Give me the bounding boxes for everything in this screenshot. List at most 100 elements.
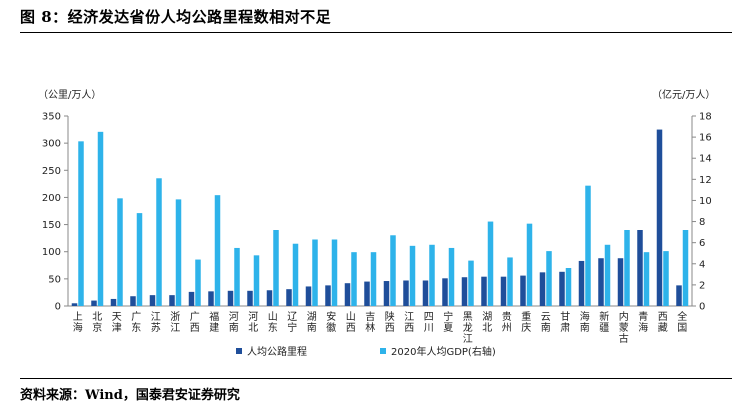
legend-swatch-series1: [236, 348, 242, 354]
bar-series2: [487, 221, 494, 306]
category-label: 陕西: [385, 310, 395, 334]
bar-series2: [195, 259, 201, 306]
category-label: 吉林: [365, 311, 375, 334]
source-note: 资料来源：Wind，国泰君安证券研究: [20, 388, 240, 403]
y-left-tick-label: 0: [55, 302, 61, 313]
bar-series2: [526, 223, 533, 306]
bar-series1: [422, 280, 429, 306]
category-label: 新疆: [599, 310, 609, 334]
category-label: 海南: [580, 310, 590, 334]
category-label: 内蒙古: [619, 310, 629, 345]
bar-series2: [565, 268, 572, 306]
category-label: 浙江: [170, 311, 180, 334]
bar-series2: [507, 257, 513, 306]
bar-series1: [208, 291, 214, 306]
bar-series2: [409, 245, 416, 306]
y-right-unit: （亿元/万人）: [652, 88, 715, 101]
bar-series2: [234, 247, 240, 306]
bar-series1: [149, 295, 156, 306]
bar-series1: [461, 277, 468, 306]
bar-series1: [442, 278, 448, 306]
bar-series2: [156, 178, 162, 306]
bar-series2: [682, 230, 689, 306]
bar-series1: [637, 230, 643, 306]
y-left-tick-label: 50: [48, 274, 61, 285]
y-left-tick-label: 200: [42, 193, 61, 204]
bar-series1: [364, 281, 370, 306]
bar-series1: [481, 276, 487, 306]
source-rule: [20, 378, 732, 379]
y-right-tick-label: 12: [699, 175, 712, 186]
legend-label-series2: 2020年人均GDP(右轴): [391, 345, 496, 358]
bar-series1: [110, 298, 117, 306]
bar-series1: [598, 258, 604, 306]
category-label: 江苏: [151, 311, 161, 334]
y-left-tick-label: 250: [42, 166, 61, 177]
y-right-tick-label: 0: [699, 302, 705, 313]
legend-swatch-series2: [380, 348, 386, 354]
category-label: 甘肃: [560, 310, 570, 334]
category-label: 云南: [541, 312, 551, 334]
bar-series2: [663, 251, 669, 306]
bar-series1: [188, 291, 195, 306]
bar-series2: [585, 185, 591, 306]
bar-series2: [78, 141, 84, 306]
category-label: 河北: [248, 311, 258, 334]
bar-series1: [559, 271, 565, 306]
category-label: 青海: [638, 310, 648, 334]
bar-series1: [71, 303, 78, 306]
bar-series2: [97, 131, 104, 306]
y-right-tick-label: 14: [699, 154, 712, 165]
bar-series1: [500, 276, 507, 306]
bars: [71, 129, 689, 306]
y-left-tick-label: 100: [42, 247, 61, 258]
category-label: 西藏: [658, 312, 668, 334]
category-label: 北京: [92, 311, 102, 334]
bar-series1: [169, 295, 175, 306]
bar-series2: [643, 252, 650, 306]
category-label: 河南: [229, 311, 239, 334]
category-label: 安徽: [326, 310, 336, 334]
title-rule: [20, 32, 732, 33]
bar-series2: [292, 243, 299, 306]
bar-series2: [546, 251, 552, 306]
bar-series2: [351, 252, 357, 306]
category-label: 湖北: [482, 311, 492, 334]
category-label: 江西: [404, 311, 414, 334]
bar-series2: [253, 255, 260, 306]
category-label: 重庆: [521, 310, 531, 334]
bar-series1: [578, 260, 585, 306]
bar-series1: [656, 129, 663, 306]
category-label: 天津: [112, 312, 122, 334]
bar-series2: [390, 235, 396, 306]
category-label: 山西: [346, 311, 356, 334]
category-labels: 上海北京天津广东江苏浙江广西福建河南河北山东辽宁湖南安徽山西吉林陕西江西四川宁夏…: [73, 310, 688, 345]
bar-series1: [344, 283, 351, 306]
bar-series2: [448, 247, 455, 306]
bar-series1: [520, 275, 526, 306]
bar-series1: [227, 290, 234, 306]
category-label: 黑龙江: [463, 311, 473, 345]
bar-series1: [91, 300, 97, 306]
category-label: 广西: [190, 311, 200, 334]
bar-series1: [617, 258, 624, 306]
y-right-tick-label: 16: [699, 133, 712, 144]
bar-series2: [468, 260, 474, 306]
bar-series2: [214, 195, 221, 306]
category-label: 广东: [131, 311, 141, 334]
bar-series2: [624, 230, 630, 306]
y-right-tick-label: 8: [699, 217, 705, 228]
y-right-tick-label: 2: [699, 280, 705, 291]
category-label: 上海: [73, 311, 83, 334]
bar-series2: [331, 239, 338, 306]
category-label: 贵州: [502, 310, 512, 334]
bar-series1: [676, 285, 682, 306]
category-label: 福建: [209, 310, 219, 334]
figure-title: 图 8：经济发达省份人均公路里程数相对不足: [20, 8, 332, 26]
bar-series1: [130, 296, 136, 306]
axes: 0 50 100 150 200 250 300 350 0 2 4 6 8 10 12 14 16 18: [42, 112, 712, 313]
bar-series1: [325, 285, 331, 306]
bar-series1: [305, 286, 312, 306]
bar-series1: [383, 281, 390, 306]
bar-series2: [273, 230, 279, 306]
